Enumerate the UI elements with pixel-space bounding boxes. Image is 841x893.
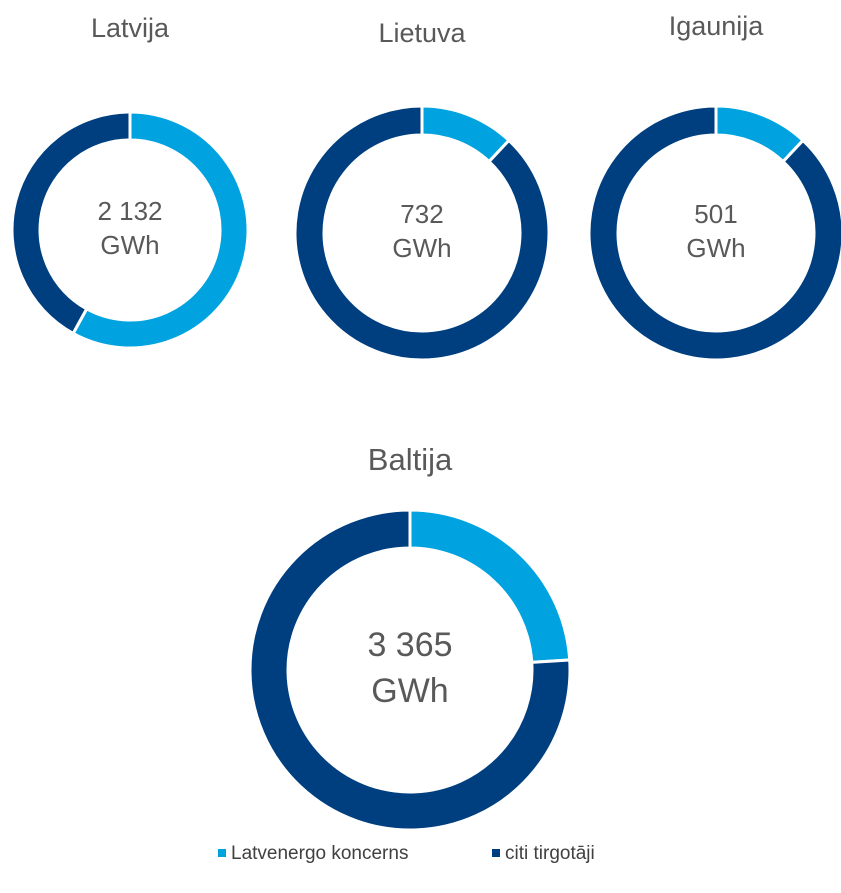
center-label: 732 [400, 199, 443, 229]
center-label: GWh [100, 230, 159, 260]
center-label: GWh [371, 672, 448, 710]
center-label: 501 [694, 199, 737, 229]
chart-title: Baltija [368, 442, 453, 477]
center-label: GWh [686, 233, 745, 263]
chart-title: Lietuva [378, 18, 466, 48]
donut-segment [248, 508, 572, 832]
legend-swatch [218, 849, 226, 857]
legend-swatch [492, 849, 500, 857]
donut-segment [587, 104, 841, 362]
center-label: 2 132 [97, 196, 162, 226]
center-label: GWh [392, 233, 451, 263]
donut-segment [71, 110, 250, 350]
legend-label: Latvenergo koncerns [231, 843, 408, 864]
center-label: 3 365 [367, 626, 452, 664]
donut-segment [10, 110, 132, 336]
chart-title: Latvija [91, 13, 170, 43]
legend-label: citi tirgotāji [505, 843, 595, 864]
chart-title: Igaunija [669, 11, 765, 41]
donut-segment [293, 104, 551, 362]
